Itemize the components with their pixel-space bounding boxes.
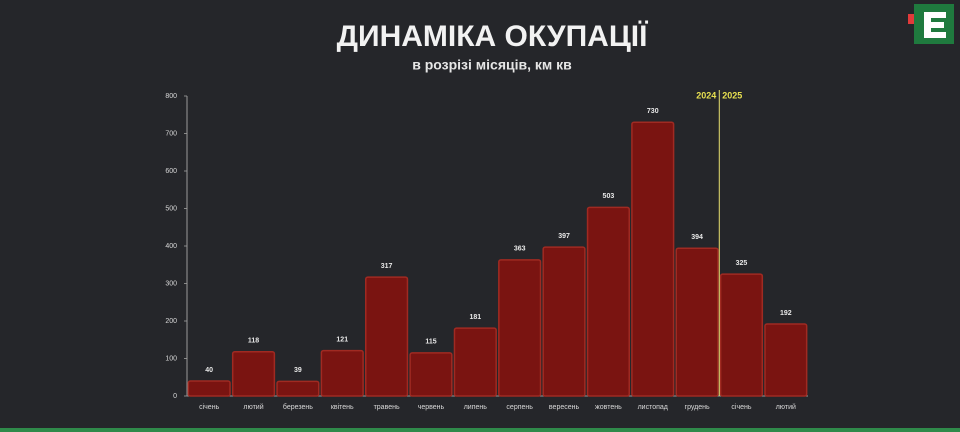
x-tick-label: липень: [464, 404, 488, 411]
value-label: 40: [205, 367, 213, 374]
chart-title: ДИНАМІКА ОКУПАЦІЇ: [337, 20, 648, 53]
x-tick-label: серпень: [506, 404, 533, 411]
value-label: 39: [294, 367, 302, 374]
value-label: 192: [780, 310, 792, 317]
value-label: 397: [558, 233, 570, 240]
value-label: 115: [425, 339, 436, 346]
bar: [542, 246, 586, 397]
bar: [231, 351, 276, 397]
value-label: 325: [736, 260, 748, 267]
y-tick-label: 500: [165, 205, 177, 212]
year-label: 2025: [722, 90, 742, 100]
x-tick-label: січень: [199, 403, 219, 411]
value-label: 317: [381, 263, 393, 270]
x-tick-label: травень: [374, 404, 400, 411]
x-tick-label: червень: [418, 404, 445, 411]
y-tick-label: 200: [165, 318, 177, 325]
bar: [187, 380, 231, 397]
logo-glyph: [924, 12, 946, 38]
value-label: 503: [603, 193, 615, 200]
value-label: 181: [469, 314, 481, 321]
value-label: 730: [647, 108, 659, 115]
y-tick-label: 700: [165, 130, 177, 137]
chart-subtitle: в розрізі місяців, км кв: [412, 57, 572, 73]
value-label: 394: [691, 234, 703, 241]
x-tick-label: жовтень: [595, 404, 622, 411]
x-tick-label: вересень: [549, 404, 580, 411]
bottom-strip: [0, 428, 960, 432]
y-tick-label: 800: [165, 93, 177, 100]
bar: [409, 352, 453, 397]
x-tick-label: лютий: [776, 403, 796, 411]
x-tick-label: березень: [283, 403, 313, 411]
y-tick-label: 400: [165, 243, 177, 250]
x-tick-label: квітень: [331, 403, 354, 411]
x-tick-label: листопад: [638, 404, 668, 411]
x-tick-label: лютий: [243, 403, 263, 411]
bar: [586, 206, 630, 397]
bar: [631, 121, 675, 397]
bar: [453, 327, 497, 397]
bar: [498, 259, 542, 397]
y-tick-label: 100: [165, 355, 177, 362]
logo: [908, 4, 954, 44]
bar: [276, 380, 320, 397]
value-label: 118: [248, 338, 259, 345]
year-label: 2024: [696, 90, 716, 100]
bar: [764, 323, 808, 397]
value-label: 363: [514, 246, 526, 253]
x-tick-label: січень: [731, 403, 751, 411]
y-tick-label: 300: [165, 280, 177, 287]
y-tick-label: 0: [173, 393, 177, 400]
bar: [675, 247, 719, 397]
bar: [719, 273, 764, 397]
x-tick-label: грудень: [685, 404, 710, 411]
y-tick-label: 600: [165, 168, 177, 175]
value-label: 121: [336, 336, 348, 343]
bar: [365, 276, 409, 397]
bar: [320, 349, 364, 397]
